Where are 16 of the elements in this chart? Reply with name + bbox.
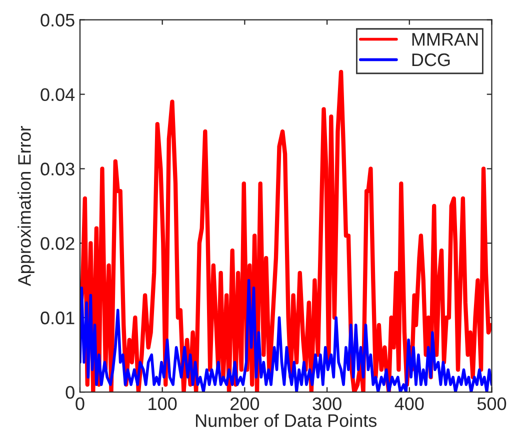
legend-label: DCG <box>412 53 450 66</box>
x-tick-label: 0 <box>76 397 84 410</box>
legend-label: MMRAN <box>412 33 478 46</box>
y-tick-label: 0.04 <box>40 88 75 102</box>
y-tick-label: 0.02 <box>40 237 74 250</box>
y-tick-label: 0.01 <box>40 312 74 324</box>
x-axis-title: Number of Data Points <box>196 414 377 428</box>
y-axis-title: Approximation Error <box>18 126 34 286</box>
x-tick-label: 300 <box>312 397 342 410</box>
y-tick-label: 0 <box>66 386 74 399</box>
y-tick-label: 0.03 <box>40 162 74 176</box>
y-tick-label: 0.05 <box>40 14 74 27</box>
x-tick-label: 500 <box>477 397 506 410</box>
x-tick-label: 200 <box>230 397 260 410</box>
x-tick-label: 400 <box>394 397 424 410</box>
x-tick-label: 100 <box>148 397 177 410</box>
